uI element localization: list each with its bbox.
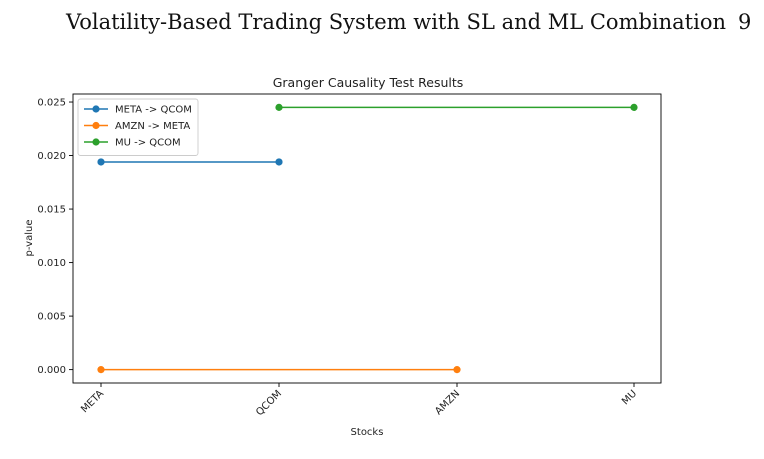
legend-marker: [92, 138, 100, 146]
y-tick-label: 0.025: [37, 98, 66, 109]
running-head: Volatility-Based Trading System with SL …: [0, 0, 764, 50]
legend-marker: [92, 121, 100, 130]
x-tick-label: QCOM: [254, 388, 284, 418]
data-point: [275, 103, 283, 111]
y-tick-label: 0.015: [37, 205, 66, 216]
y-tick-label: 0.020: [37, 151, 66, 162]
series-1: [97, 366, 461, 374]
x-axis-label: Stocks: [351, 427, 384, 438]
data-point: [453, 366, 461, 374]
data-point: [97, 158, 105, 166]
legend-item: AMZN -> META: [84, 121, 190, 132]
y-tick-label: 0.010: [37, 258, 66, 269]
series-layer: [97, 103, 638, 374]
legend-item: MU -> QCOM: [84, 138, 181, 149]
y-tick-label: 0.000: [37, 365, 66, 376]
x-tick-label: MU: [620, 388, 639, 407]
legend-label: MU -> QCOM: [115, 138, 181, 149]
data-point: [97, 366, 105, 374]
series-0: [97, 158, 283, 166]
chart-title: Granger Causality Test Results: [273, 75, 464, 90]
legend-label: META -> QCOM: [115, 105, 192, 116]
legend: META -> QCOM AMZN -> META MU -> QCOM: [77, 98, 199, 156]
legend-item: META -> QCOM: [84, 105, 192, 116]
running-title: Volatility-Based Trading System with SL …: [66, 10, 727, 34]
y-axis: 0.000 0.005 0.010 0.015 0.020 0.025: [37, 98, 73, 376]
page-number: 9: [738, 10, 752, 34]
y-axis-label: p-value: [24, 219, 35, 256]
legend-label: AMZN -> META: [115, 121, 190, 132]
data-point: [630, 103, 638, 111]
legend-marker: [92, 105, 100, 113]
x-axis: META QCOM AMZN MU: [79, 383, 639, 418]
y-tick-label: 0.005: [37, 312, 66, 323]
series-2: [275, 103, 638, 111]
x-tick-label: AMZN: [433, 388, 462, 417]
x-tick-label: META: [79, 388, 106, 415]
data-point: [275, 158, 283, 166]
